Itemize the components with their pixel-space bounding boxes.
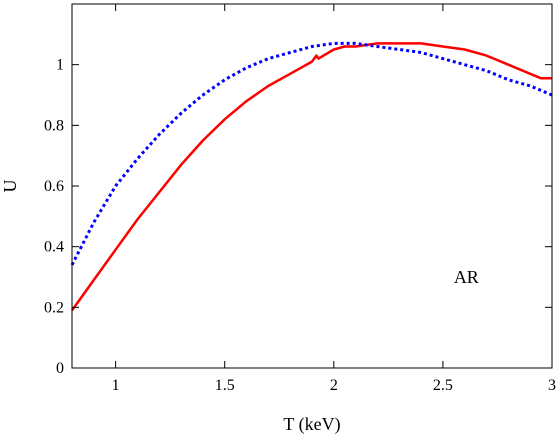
y-tick-label: 0.4 <box>44 239 64 256</box>
y-tick-label: 0.8 <box>44 117 64 134</box>
y-tick-label: 0 <box>56 360 64 377</box>
y-tick-label: 1 <box>56 57 64 74</box>
plot-area <box>70 41 553 312</box>
x-tick-label: 1.5 <box>215 377 235 394</box>
series-line-blue-dotted <box>70 41 553 266</box>
plot-frame <box>71 3 553 369</box>
x-tick-label: 1 <box>112 377 120 394</box>
series-line-red-solid <box>70 42 552 312</box>
x-tick-label: 3 <box>548 377 556 394</box>
annotation-label: AR <box>454 267 479 287</box>
axis-ticks <box>72 4 553 369</box>
y-tick-label: 0.2 <box>44 299 64 316</box>
x-axis-title: T (keV) <box>283 414 340 435</box>
x-tick-label: 2 <box>330 377 338 394</box>
y-axis-title: U <box>0 180 20 193</box>
y-tick-label: 0.6 <box>44 178 64 195</box>
tick-labels: 1 1.5 2 2.5 3 0 0.2 0.4 0.6 0.8 1 <box>44 57 556 394</box>
x-tick-label: 2.5 <box>433 377 453 394</box>
